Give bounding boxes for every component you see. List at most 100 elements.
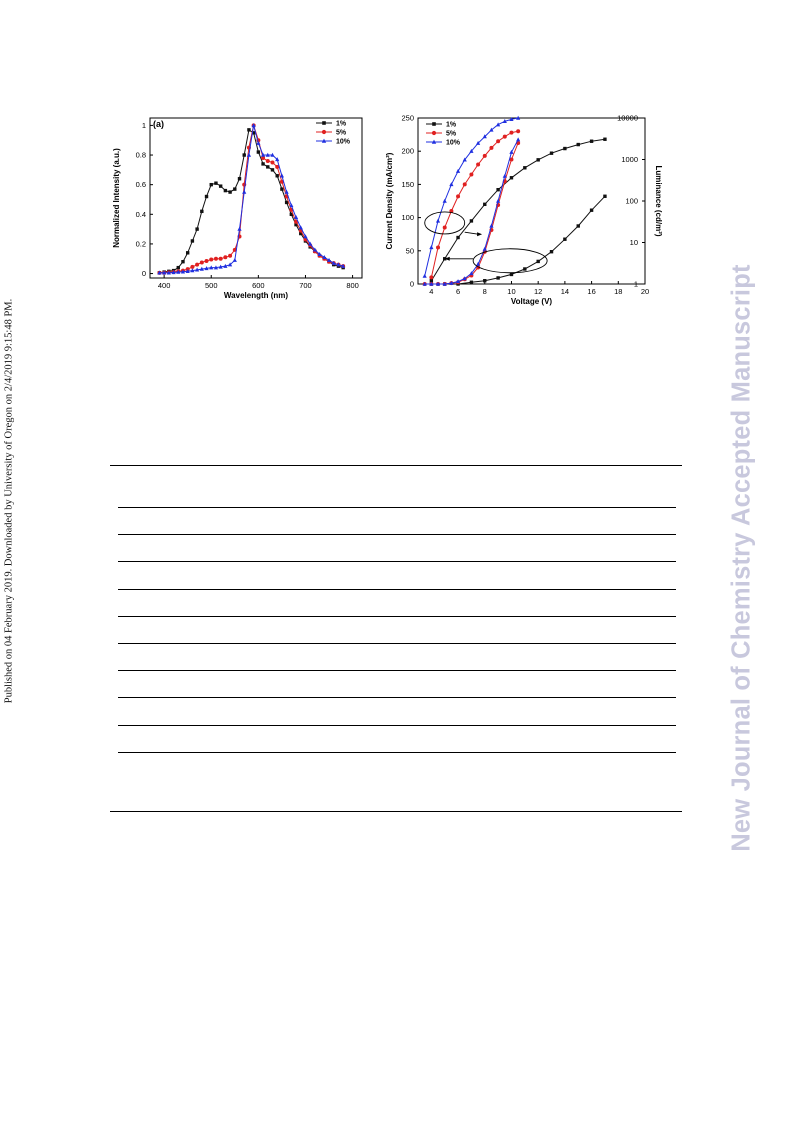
data-point bbox=[181, 260, 185, 264]
x-axis-label: Wavelength (nm) bbox=[224, 291, 288, 300]
data-point bbox=[228, 253, 233, 258]
table-row-rule bbox=[118, 534, 676, 535]
table-row-rule bbox=[118, 752, 676, 753]
table-row-rule bbox=[118, 725, 676, 726]
data-point bbox=[260, 152, 266, 157]
data-point bbox=[469, 271, 474, 276]
data-point bbox=[157, 270, 162, 275]
data-point bbox=[589, 139, 594, 143]
data-point bbox=[476, 162, 481, 167]
data-point bbox=[536, 259, 540, 264]
data-point bbox=[209, 182, 213, 187]
data-point bbox=[213, 265, 219, 270]
data-point bbox=[576, 224, 580, 228]
table-row-rule bbox=[118, 616, 676, 617]
y-tick-label: 0.8 bbox=[136, 151, 146, 160]
data-point bbox=[171, 270, 176, 275]
data-point bbox=[456, 194, 461, 199]
y-axis-label: Normalized Intensity (a.u.) bbox=[112, 148, 121, 248]
data-point bbox=[213, 256, 218, 261]
data-point bbox=[256, 150, 261, 154]
data-point bbox=[289, 203, 294, 208]
y2-tick-label: 1000 bbox=[621, 155, 638, 164]
x-tick-label: 8 bbox=[483, 287, 487, 296]
data-point bbox=[223, 188, 228, 193]
data-point bbox=[195, 262, 200, 267]
data-point bbox=[603, 137, 607, 141]
figure-panel-b: 4 6 8 10 12 14 16 18 20 0 50 100 150 200 250 1 10 100 1000… bbox=[380, 108, 670, 313]
series-line bbox=[431, 195, 606, 285]
data-point bbox=[422, 273, 427, 278]
data-point bbox=[496, 188, 500, 192]
y-tick-label: 0.6 bbox=[136, 180, 146, 189]
data-point bbox=[190, 264, 195, 269]
data-point bbox=[308, 241, 313, 246]
data-point bbox=[336, 262, 341, 267]
data-point bbox=[270, 160, 275, 165]
y-axis-label: Current Density (mA/cm²) bbox=[385, 152, 394, 249]
data-point bbox=[469, 280, 474, 284]
data-point bbox=[442, 225, 447, 230]
data-point bbox=[289, 212, 294, 216]
data-point bbox=[199, 266, 204, 271]
data-point bbox=[422, 281, 427, 286]
data-point bbox=[275, 174, 279, 178]
data-point bbox=[502, 173, 507, 178]
data-point bbox=[516, 129, 521, 134]
data-point bbox=[469, 219, 474, 223]
data-point bbox=[462, 157, 467, 162]
data-point bbox=[523, 267, 527, 271]
legend-label: 10% bbox=[336, 139, 351, 146]
data-point bbox=[195, 267, 200, 272]
data-point bbox=[456, 235, 460, 240]
annotation-arrowhead bbox=[477, 232, 483, 237]
series-line bbox=[430, 130, 519, 278]
x-tick-label: 800 bbox=[346, 281, 359, 290]
data-point bbox=[482, 134, 487, 139]
data-point bbox=[232, 257, 237, 262]
data-point bbox=[429, 245, 434, 250]
data-point bbox=[204, 258, 209, 263]
data-point bbox=[298, 225, 303, 230]
legend-label: 1% bbox=[336, 121, 347, 128]
data-point bbox=[509, 117, 514, 122]
data-point bbox=[326, 257, 332, 262]
y-tick-label: 1 bbox=[142, 121, 146, 130]
data-point bbox=[275, 157, 280, 162]
series-line bbox=[430, 138, 605, 281]
data-point bbox=[303, 234, 308, 239]
series-line bbox=[424, 139, 519, 285]
x-tick-label: 400 bbox=[158, 281, 171, 290]
table-row-rule bbox=[118, 561, 676, 562]
publication-note: Published on 04 February 2019. Downloade… bbox=[2, 296, 16, 706]
data-point bbox=[536, 158, 540, 162]
data-point bbox=[496, 139, 501, 144]
x-axis-label: Voltage (V) bbox=[511, 297, 553, 306]
data-point bbox=[442, 281, 447, 286]
data-point bbox=[162, 270, 167, 275]
data-point bbox=[496, 276, 500, 280]
table-bottom-rule bbox=[110, 811, 682, 812]
table-row-rule bbox=[118, 697, 676, 698]
data-point bbox=[443, 257, 447, 261]
x-tick-label: 14 bbox=[561, 287, 569, 296]
data-point bbox=[228, 190, 232, 194]
data-point bbox=[442, 198, 447, 203]
data-point bbox=[251, 131, 256, 135]
legend-label: 5% bbox=[336, 130, 347, 137]
data-point bbox=[429, 281, 434, 286]
x-tick-label: 500 bbox=[205, 281, 218, 290]
y-tick-label: 0.4 bbox=[136, 210, 146, 219]
data-point bbox=[299, 231, 303, 236]
legend-label: 1% bbox=[446, 122, 457, 129]
data-point bbox=[218, 184, 223, 188]
data-point bbox=[223, 263, 228, 268]
data-point bbox=[489, 223, 494, 228]
data-point bbox=[482, 246, 487, 251]
data-point bbox=[317, 251, 322, 256]
data-point bbox=[516, 115, 521, 120]
data-point bbox=[209, 257, 214, 262]
data-point bbox=[341, 263, 346, 268]
data-point bbox=[176, 265, 180, 270]
data-point bbox=[331, 260, 336, 265]
